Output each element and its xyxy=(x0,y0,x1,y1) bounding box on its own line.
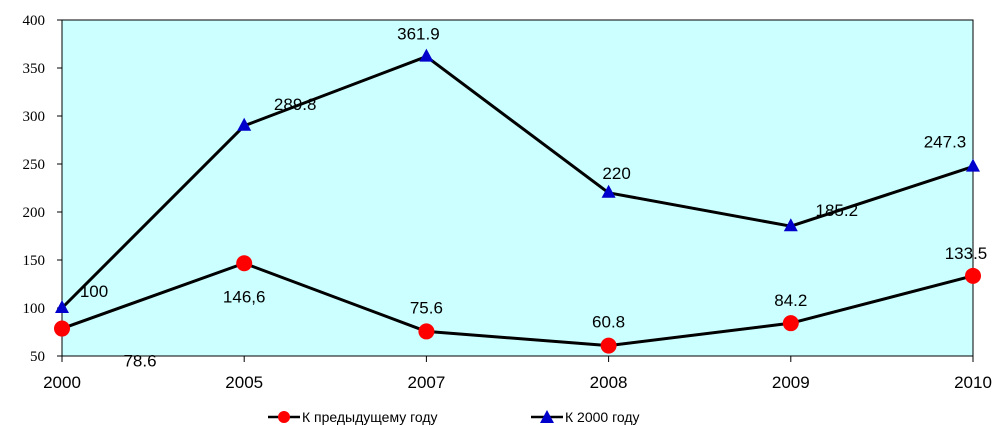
x-axis: 2000 2005 2007 2008 2009 2010 xyxy=(43,355,992,392)
y-tick-label: 100 xyxy=(23,301,46,317)
data-label: 289.8 xyxy=(274,95,317,114)
legend-marker-triangle xyxy=(540,410,554,423)
data-label: 185.2 xyxy=(816,201,859,220)
data-labels: 78.6 146,6 75.6 60.8 84.2 133.5 100 289.8 361.9 2… xyxy=(80,25,987,371)
data-point-triangle xyxy=(419,48,434,62)
x-tick-label: 2000 xyxy=(43,373,81,392)
legend-label-series-1: К предыдущему году xyxy=(302,409,438,425)
x-tick-label: 2005 xyxy=(225,373,263,392)
data-label: 361.9 xyxy=(397,25,440,44)
data-label: 220 xyxy=(602,164,630,183)
legend-marker-circle xyxy=(278,411,290,423)
x-tick-label: 2008 xyxy=(590,373,628,392)
data-label: 78.6 xyxy=(123,352,156,371)
data-point-triangle xyxy=(783,218,798,232)
data-label: 60.8 xyxy=(592,313,625,332)
series-lines xyxy=(60,55,974,348)
data-point-triangle xyxy=(237,117,252,131)
legend-item-series-1: К предыдущему году xyxy=(268,409,438,425)
series-markers xyxy=(54,48,981,354)
legend: К предыдущему году К 2000 году xyxy=(268,409,640,425)
y-tick-label: 200 xyxy=(23,205,46,221)
data-label: 84.2 xyxy=(774,291,807,310)
data-point-circle xyxy=(54,320,70,337)
data-label: 75.6 xyxy=(410,298,443,317)
data-point-circle xyxy=(782,315,799,332)
data-label: 133.5 xyxy=(945,244,988,263)
y-tick-label: 50 xyxy=(30,349,45,365)
data-label: 247.3 xyxy=(924,133,967,152)
series-line-2 xyxy=(60,55,974,310)
data-point-circle xyxy=(965,267,981,284)
x-tick-label: 2007 xyxy=(407,373,445,392)
data-point-triangle xyxy=(55,300,69,313)
y-tick-label: 300 xyxy=(23,109,46,125)
x-tick-label: 2010 xyxy=(954,373,992,392)
data-point-circle xyxy=(418,323,435,340)
plot-area xyxy=(61,19,974,357)
data-label: 146,6 xyxy=(223,287,266,306)
y-tick-label: 350 xyxy=(23,61,46,77)
data-point-triangle xyxy=(966,158,980,172)
legend-item-series-2: К 2000 году xyxy=(531,409,640,425)
x-tick-label: 2009 xyxy=(772,373,810,392)
data-point-triangle xyxy=(601,184,616,198)
y-tick-label: 250 xyxy=(23,157,46,173)
legend-label-series-2: К 2000 году xyxy=(565,409,640,425)
y-tick-label: 400 xyxy=(23,13,46,29)
data-label: 100 xyxy=(80,282,108,301)
series-line-1 xyxy=(61,261,974,348)
y-tick-label: 150 xyxy=(23,253,46,269)
data-point-circle xyxy=(236,255,253,272)
y-axis: 50 100 150 200 250 300 350 400 xyxy=(23,13,63,365)
data-point-circle xyxy=(600,337,617,354)
